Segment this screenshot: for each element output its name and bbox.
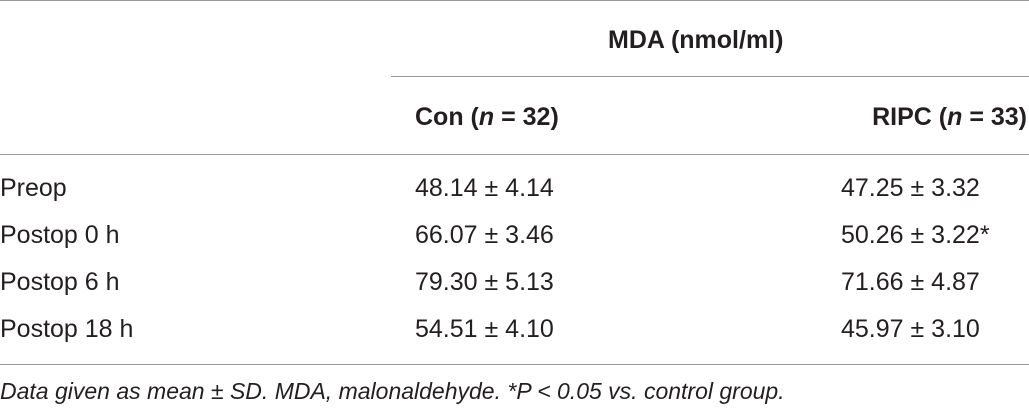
ripc-value: 47.25 ± 3.32 <box>841 174 980 202</box>
column-header-ripc-suffix: = 33) <box>962 103 1027 131</box>
column-header-ripc: RIPC (n = 33) <box>872 102 1027 132</box>
top-rule <box>0 0 1029 1</box>
table-footnote: Data given as mean ± SD. MDA, malonaldeh… <box>0 378 785 404</box>
con-value: 48.14 ± 4.14 <box>415 174 554 202</box>
ripc-value: 45.97 ± 3.10 <box>841 315 980 343</box>
row-label: Postop 0 h <box>0 221 120 249</box>
con-value: 79.30 ± 5.13 <box>415 268 554 296</box>
row-label: Preop <box>0 174 67 202</box>
column-header-con-suffix: = 32) <box>494 103 559 131</box>
column-header-ripc-prefix: RIPC ( <box>872 103 948 131</box>
column-header-con-prefix: Con ( <box>415 103 479 131</box>
con-value: 54.51 ± 4.10 <box>415 315 554 343</box>
header-rule <box>0 154 1029 155</box>
con-value: 66.07 ± 3.46 <box>415 221 554 249</box>
row-label: Postop 6 h <box>0 268 120 296</box>
column-header-con: Con (n = 32) <box>415 102 559 132</box>
bottom-rule <box>0 364 1029 365</box>
ripc-value: 50.26 ± 3.22* <box>841 221 990 249</box>
ripc-value: 71.66 ± 4.87 <box>841 268 980 296</box>
column-header-con-n: n <box>478 103 495 131</box>
group-header-mda: MDA (nmol/ml) <box>608 26 784 54</box>
group-header-rule <box>391 76 1029 77</box>
row-label: Postop 18 h <box>0 315 134 343</box>
column-header-ripc-n: n <box>947 103 963 131</box>
